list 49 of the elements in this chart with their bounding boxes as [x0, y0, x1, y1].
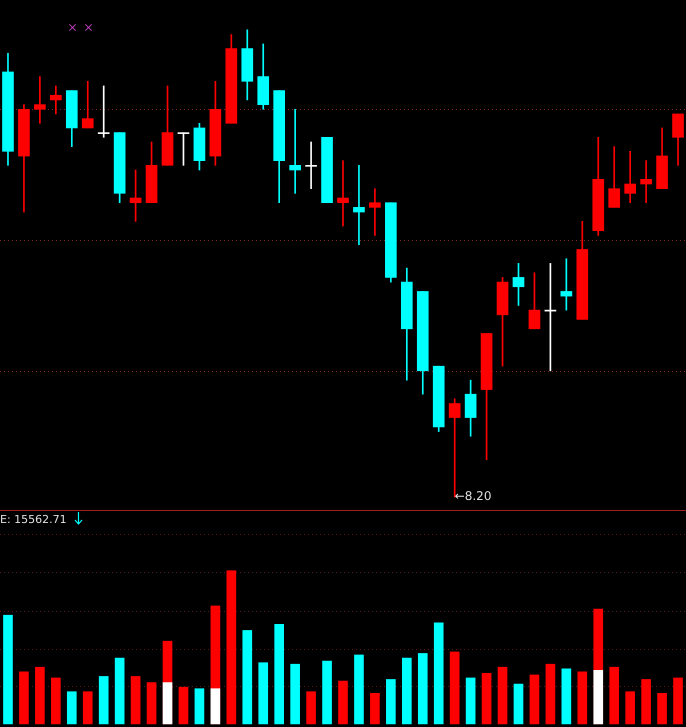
bar	[402, 658, 412, 724]
bar	[641, 679, 651, 724]
bar	[338, 680, 348, 724]
bar	[466, 678, 476, 724]
bar	[146, 682, 156, 724]
bar	[210, 688, 220, 724]
bar	[322, 660, 332, 724]
bar	[82, 691, 93, 724]
bar	[19, 672, 29, 724]
bar	[577, 672, 588, 724]
bar	[258, 662, 268, 724]
candlestick	[337, 160, 349, 226]
bar	[35, 666, 45, 724]
bar	[482, 673, 492, 724]
bar	[3, 614, 13, 724]
bar	[386, 679, 396, 724]
bar	[51, 678, 61, 724]
candlestick	[178, 132, 190, 166]
bar	[306, 691, 316, 724]
bar	[66, 691, 77, 724]
bar	[162, 682, 172, 724]
bar	[226, 570, 236, 724]
bar	[242, 630, 252, 724]
candlestick	[353, 165, 365, 246]
bar	[178, 686, 188, 724]
bar	[450, 652, 460, 724]
bar	[673, 678, 683, 724]
bar	[546, 664, 556, 724]
bar	[98, 676, 109, 724]
bar	[625, 691, 635, 724]
bar	[370, 692, 380, 724]
bar	[194, 688, 204, 724]
bar	[657, 692, 667, 724]
text: E: 15562.71	[0, 512, 67, 526]
bar	[593, 670, 604, 724]
candlestick	[512, 263, 524, 306]
annotation: ←8.20	[454, 489, 492, 504]
bar	[514, 684, 524, 724]
bar	[290, 664, 300, 724]
bar	[609, 666, 620, 724]
bar	[114, 658, 124, 724]
bar	[530, 674, 540, 724]
bar	[434, 622, 444, 724]
bar	[498, 666, 508, 724]
bar	[274, 624, 284, 724]
bar	[130, 676, 140, 724]
bar	[354, 654, 364, 724]
bar	[562, 668, 572, 724]
bar	[418, 653, 428, 724]
